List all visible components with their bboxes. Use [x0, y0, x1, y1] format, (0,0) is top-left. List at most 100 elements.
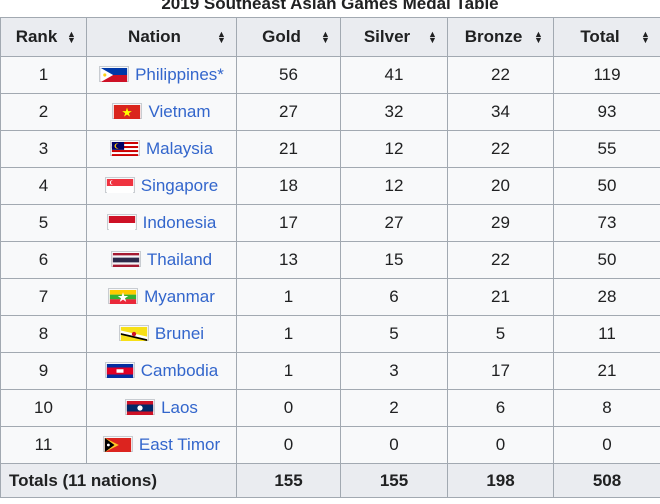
nation-link[interactable]: Cambodia: [140, 361, 219, 380]
bronze-column-header[interactable]: Bronze ▲ ▼: [447, 17, 554, 57]
sort-icon[interactable]: ▲ ▼: [321, 31, 330, 43]
rank-cell: 7: [0, 278, 87, 316]
nation-cell: East Timor: [86, 426, 237, 464]
rank-cell: 2: [0, 93, 87, 131]
gold-header-label: Gold: [262, 27, 301, 46]
bronze-cell: 0: [447, 426, 554, 464]
nation-link[interactable]: Myanmar: [144, 287, 215, 306]
table-row: 2 Vietnam 27 32 34 93: [0, 93, 660, 131]
nation-link[interactable]: Laos: [161, 398, 198, 417]
bronze-cell: 34: [447, 93, 554, 131]
rank-cell: 1: [0, 56, 87, 94]
table-row: 5 Indonesia 17 27 29 73: [0, 204, 660, 242]
nation-link[interactable]: Thailand: [146, 250, 213, 269]
rank-cell: 8: [0, 315, 87, 353]
nation-cell: Cambodia: [86, 352, 237, 390]
silver-cell: 5: [340, 315, 448, 353]
nation-cell: Singapore: [86, 167, 237, 205]
silver-cell: 15: [340, 241, 448, 279]
nation-link[interactable]: Brunei: [154, 324, 205, 343]
rank-cell: 6: [0, 241, 87, 279]
totals-row: Totals (11 nations) 155 155 198 508: [0, 463, 660, 498]
nation-column-header[interactable]: Nation ▲ ▼: [86, 17, 237, 57]
gold-cell: 17: [236, 204, 341, 242]
sort-icon[interactable]: ▲ ▼: [217, 31, 226, 43]
rank-cell: 4: [0, 167, 87, 205]
table-row: 8 Brunei 1 5 5 11: [0, 315, 660, 353]
nation-link[interactable]: East Timor: [138, 435, 221, 454]
nation-cell: Laos: [86, 389, 237, 427]
table-row: 4 Singapore 18 12 20 50: [0, 167, 660, 205]
table-row: 3 Malaysia 21 12 22 55: [0, 130, 660, 168]
laos-flag-icon: [125, 399, 156, 415]
rank-cell: 5: [0, 204, 87, 242]
rank-cell: 11: [0, 426, 87, 464]
bronze-cell: 21: [447, 278, 554, 316]
silver-cell: 12: [340, 167, 448, 205]
total-cell: 119: [553, 56, 660, 94]
total-cell: 93: [553, 93, 660, 131]
rank-cell: 10: [0, 389, 87, 427]
gold-cell: 1: [236, 352, 341, 390]
table-row: 6 Thailand 13 15 22 50: [0, 241, 660, 279]
header-row: Rank ▲ ▼ Nation ▲ ▼ Gold ▲ ▼ Silver ▲ ▼ Bronze ▲ ▼…: [0, 17, 660, 57]
nation-link[interactable]: Indonesia: [142, 213, 217, 232]
gold-cell: 27: [236, 93, 341, 131]
nation-cell: Malaysia: [86, 130, 237, 168]
sort-icon[interactable]: ▲ ▼: [641, 31, 650, 43]
total-cell: 28: [553, 278, 660, 316]
silver-header-label: Silver: [363, 27, 411, 46]
nation-link[interactable]: Malaysia: [145, 139, 214, 158]
bronze-header-label: Bronze: [464, 27, 523, 46]
totals-total: 508: [553, 463, 660, 498]
silver-cell: 12: [340, 130, 448, 168]
sort-icon[interactable]: ▲ ▼: [67, 31, 76, 43]
sort-icon[interactable]: ▲ ▼: [428, 31, 437, 43]
rank-header-label: Rank: [15, 27, 58, 46]
bronze-cell: 22: [447, 241, 554, 279]
total-cell: 73: [553, 204, 660, 242]
silver-cell: 6: [340, 278, 448, 316]
rank-column-header[interactable]: Rank ▲ ▼: [0, 17, 87, 57]
total-column-header[interactable]: Total ▲ ▼: [553, 17, 660, 57]
nation-cell: Indonesia: [86, 204, 237, 242]
nation-link[interactable]: Singapore: [140, 176, 219, 195]
gold-cell: 13: [236, 241, 341, 279]
silver-column-header[interactable]: Silver ▲ ▼: [340, 17, 448, 57]
silver-cell: 27: [340, 204, 448, 242]
nation-link[interactable]: Vietnam: [148, 102, 211, 121]
silver-cell: 0: [340, 426, 448, 464]
table-row: 11 East Timor 0 0 0 0: [0, 426, 660, 464]
bronze-cell: 6: [447, 389, 554, 427]
sort-icon[interactable]: ▲ ▼: [534, 31, 543, 43]
medal-table: Rank ▲ ▼ Nation ▲ ▼ Gold ▲ ▼ Silver ▲ ▼ Bronze ▲ ▼…: [0, 17, 660, 498]
table-row: 9 Cambodia 1 3 17 21: [0, 352, 660, 390]
nation-link[interactable]: Philippines*: [135, 65, 224, 84]
nation-cell: Brunei: [86, 315, 237, 353]
total-cell: 0: [553, 426, 660, 464]
bronze-cell: 22: [447, 56, 554, 94]
gold-cell: 1: [236, 315, 341, 353]
table-row: 1 Philippines* 56 41 22 119: [0, 56, 660, 94]
nation-cell: Myanmar: [86, 278, 237, 316]
myanmar-flag-icon: [108, 288, 139, 304]
nation-cell: Thailand: [86, 241, 237, 279]
totals-bronze: 198: [447, 463, 554, 498]
total-cell: 11: [553, 315, 660, 353]
east-timor-flag-icon: [102, 436, 133, 452]
total-cell: 50: [553, 241, 660, 279]
bronze-cell: 22: [447, 130, 554, 168]
gold-cell: 18: [236, 167, 341, 205]
vietnam-flag-icon: [112, 103, 143, 119]
indonesia-flag-icon: [106, 214, 137, 230]
philippines-flag-icon: [99, 66, 130, 82]
gold-column-header[interactable]: Gold ▲ ▼: [236, 17, 341, 57]
bronze-cell: 20: [447, 167, 554, 205]
totals-silver: 155: [340, 463, 448, 498]
rank-cell: 9: [0, 352, 87, 390]
total-header-label: Total: [580, 27, 620, 46]
thailand-flag-icon: [110, 251, 141, 267]
total-cell: 21: [553, 352, 660, 390]
table-title: 2019 Southeast Asian Games Medal Table: [161, 0, 499, 13]
total-cell: 55: [553, 130, 660, 168]
